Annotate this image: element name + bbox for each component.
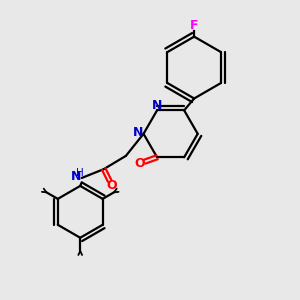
Text: H: H [76,168,84,178]
Text: N: N [71,170,82,183]
Text: N: N [152,98,162,112]
Text: O: O [107,179,117,192]
Text: N: N [132,126,143,139]
Text: O: O [134,157,145,170]
Text: F: F [190,19,198,32]
